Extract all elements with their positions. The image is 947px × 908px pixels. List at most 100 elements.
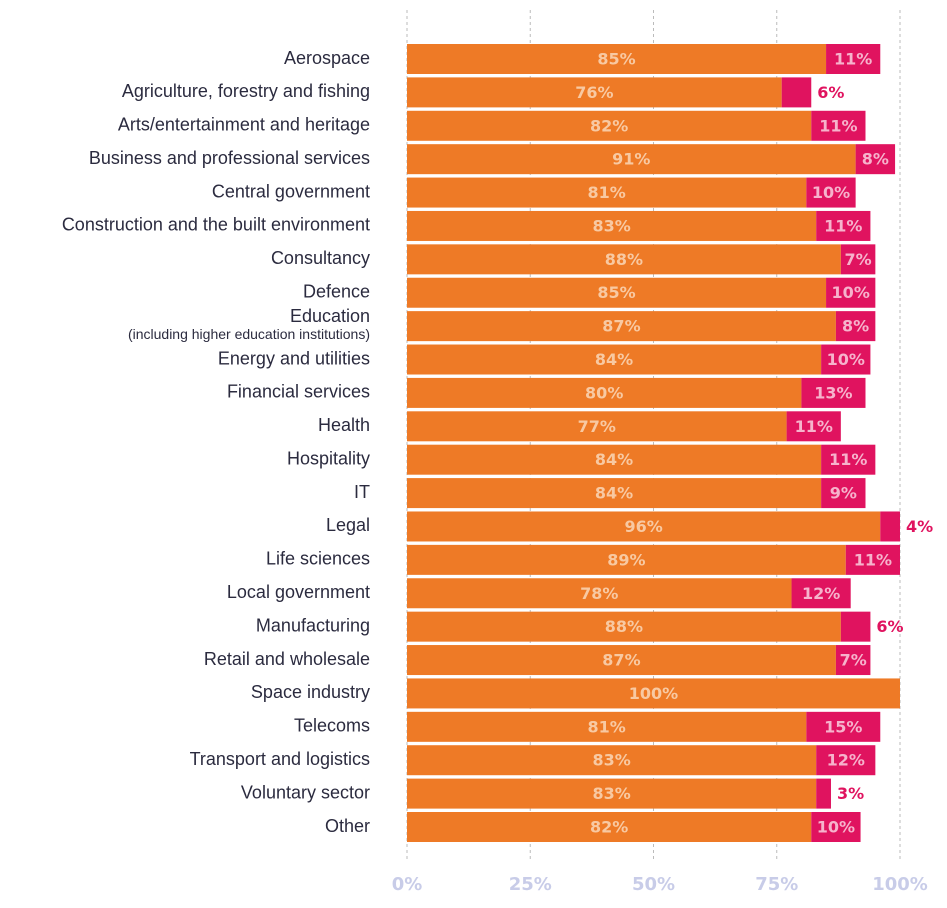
bar-segment bbox=[821, 344, 871, 375]
bar-segment bbox=[407, 511, 881, 542]
category-label: Space industry bbox=[251, 682, 370, 702]
bar-segment bbox=[801, 377, 866, 408]
data-label: 11% bbox=[824, 216, 862, 235]
data-label: 7% bbox=[845, 250, 872, 269]
data-label: 11% bbox=[854, 550, 892, 569]
bar-segment bbox=[407, 77, 782, 108]
data-label: 88% bbox=[605, 250, 643, 269]
bar-segment bbox=[840, 244, 876, 275]
bar-segment bbox=[816, 778, 831, 809]
data-label: 87% bbox=[602, 651, 640, 670]
bar-segment bbox=[407, 812, 812, 842]
bar-segment bbox=[407, 244, 841, 275]
bar-segment bbox=[781, 77, 812, 108]
data-label: 77% bbox=[578, 417, 616, 436]
bar-segment bbox=[407, 544, 846, 575]
bar-segment bbox=[821, 444, 876, 475]
category-label: Education bbox=[290, 306, 370, 326]
data-label: 96% bbox=[624, 517, 662, 536]
category-label: Other bbox=[325, 816, 370, 836]
category-label: Transport and logistics bbox=[190, 749, 370, 769]
bar-segment bbox=[407, 678, 900, 709]
data-label: 81% bbox=[588, 183, 626, 202]
bar-segment bbox=[826, 44, 881, 74]
category-label: Financial services bbox=[227, 382, 370, 402]
category-label: Manufacturing bbox=[256, 615, 370, 635]
bar-segment bbox=[407, 110, 812, 141]
category-label: Business and professional services bbox=[89, 148, 370, 168]
category-label: Construction and the built environment bbox=[62, 215, 370, 235]
bar-segment bbox=[811, 110, 866, 141]
data-label: 87% bbox=[602, 317, 640, 336]
bar-segment bbox=[816, 745, 876, 776]
bar-segment bbox=[840, 611, 871, 642]
category-label: Legal bbox=[326, 515, 370, 535]
data-label: 80% bbox=[585, 383, 623, 402]
category-label: Central government bbox=[212, 181, 370, 201]
data-label: 11% bbox=[834, 50, 872, 69]
data-label: 85% bbox=[597, 50, 635, 69]
bar-segment bbox=[806, 177, 856, 208]
category-label: IT bbox=[354, 482, 370, 502]
category-label: Energy and utilities bbox=[218, 348, 370, 368]
bar-segment bbox=[407, 444, 822, 475]
data-label: 85% bbox=[597, 283, 635, 302]
data-label: 10% bbox=[817, 818, 855, 837]
bar-segment bbox=[407, 44, 827, 74]
category-label: Consultancy bbox=[271, 248, 370, 268]
bar-segment bbox=[407, 611, 841, 642]
bar-segment bbox=[835, 311, 876, 342]
x-tick-label: 75% bbox=[755, 874, 798, 895]
bar-segment bbox=[407, 277, 827, 308]
data-label: 8% bbox=[862, 150, 889, 169]
data-label: 11% bbox=[829, 450, 867, 469]
category-label: Agriculture, forestry and fishing bbox=[122, 81, 370, 101]
data-label: 83% bbox=[592, 784, 630, 803]
category-label: Voluntary sector bbox=[241, 782, 370, 802]
data-label: 11% bbox=[795, 417, 833, 436]
bar-segment bbox=[407, 377, 802, 408]
data-label: 78% bbox=[580, 584, 618, 603]
data-label: 10% bbox=[827, 350, 865, 369]
bar-segment bbox=[821, 478, 866, 509]
data-label: 10% bbox=[812, 183, 850, 202]
x-tick-label: 25% bbox=[509, 874, 552, 895]
data-label: 15% bbox=[824, 717, 862, 736]
data-label: 82% bbox=[590, 116, 628, 135]
bar-segment bbox=[407, 578, 792, 609]
data-label: 11% bbox=[819, 116, 857, 135]
category-label: Health bbox=[318, 415, 370, 435]
bar-segment bbox=[855, 144, 896, 175]
category-label: Hospitality bbox=[287, 448, 370, 468]
bar-segment bbox=[806, 711, 881, 742]
category-label: Aerospace bbox=[284, 48, 370, 68]
category-note: (including higher education institutions… bbox=[128, 326, 370, 342]
bar-segment bbox=[407, 210, 817, 241]
category-label: Telecoms bbox=[294, 716, 370, 736]
data-label: 83% bbox=[592, 216, 630, 235]
data-label: 88% bbox=[605, 617, 643, 636]
data-label: 76% bbox=[575, 83, 613, 102]
category-label: Retail and wholesale bbox=[204, 649, 370, 669]
category-label: Local government bbox=[227, 582, 370, 602]
bar-segment bbox=[407, 144, 856, 175]
data-label: 6% bbox=[817, 83, 844, 102]
bar-segment bbox=[826, 277, 876, 308]
bar-segment bbox=[880, 511, 900, 542]
x-tick-label: 0% bbox=[392, 874, 423, 895]
category-label: Arts/entertainment and heritage bbox=[118, 115, 370, 135]
bar-segment bbox=[791, 578, 851, 609]
data-label: 83% bbox=[592, 751, 630, 770]
bar-segment bbox=[835, 645, 871, 676]
data-label: 9% bbox=[830, 484, 857, 503]
data-label: 7% bbox=[840, 651, 867, 670]
data-label: 81% bbox=[588, 717, 626, 736]
data-label: 91% bbox=[612, 150, 650, 169]
data-label: 13% bbox=[814, 383, 852, 402]
bar-segment bbox=[407, 711, 807, 742]
x-tick-label: 50% bbox=[632, 874, 675, 895]
bar-segment bbox=[407, 645, 836, 676]
data-label: 84% bbox=[595, 350, 633, 369]
bar-segment bbox=[816, 210, 871, 241]
